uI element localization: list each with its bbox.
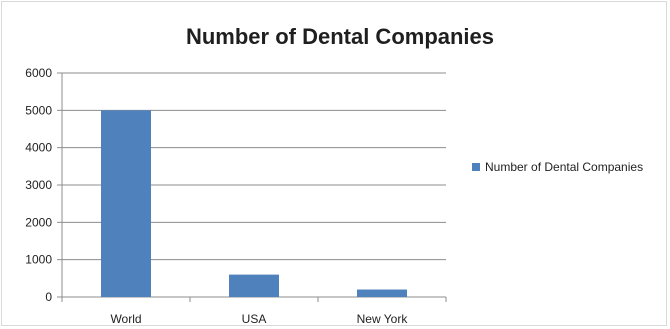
legend: Number of Dental Companies bbox=[472, 160, 643, 174]
legend-swatch bbox=[472, 163, 480, 171]
bars bbox=[101, 110, 407, 297]
bar bbox=[101, 110, 151, 297]
legend-label: Number of Dental Companies bbox=[485, 160, 644, 174]
y-tick-label: 4000 bbox=[25, 141, 52, 155]
y-tick-label: 6000 bbox=[25, 66, 52, 80]
y-tick-label: 0 bbox=[45, 290, 52, 304]
y-tick-label: 1000 bbox=[25, 253, 52, 267]
y-tick-label: 3000 bbox=[25, 178, 52, 192]
x-tick-label: USA bbox=[242, 312, 267, 326]
tick-labels: 0 1000 2000 3000 4000 5000 6000 World USA New Yor… bbox=[25, 66, 408, 326]
y-tick-label: 2000 bbox=[25, 215, 52, 229]
x-tick-label: World bbox=[110, 312, 141, 326]
y-tick-label: 5000 bbox=[25, 103, 52, 117]
bar bbox=[229, 274, 279, 297]
chart-title: Number of Dental Companies bbox=[185, 24, 495, 49]
bar bbox=[357, 289, 407, 297]
x-tick-label: New York bbox=[357, 312, 409, 326]
